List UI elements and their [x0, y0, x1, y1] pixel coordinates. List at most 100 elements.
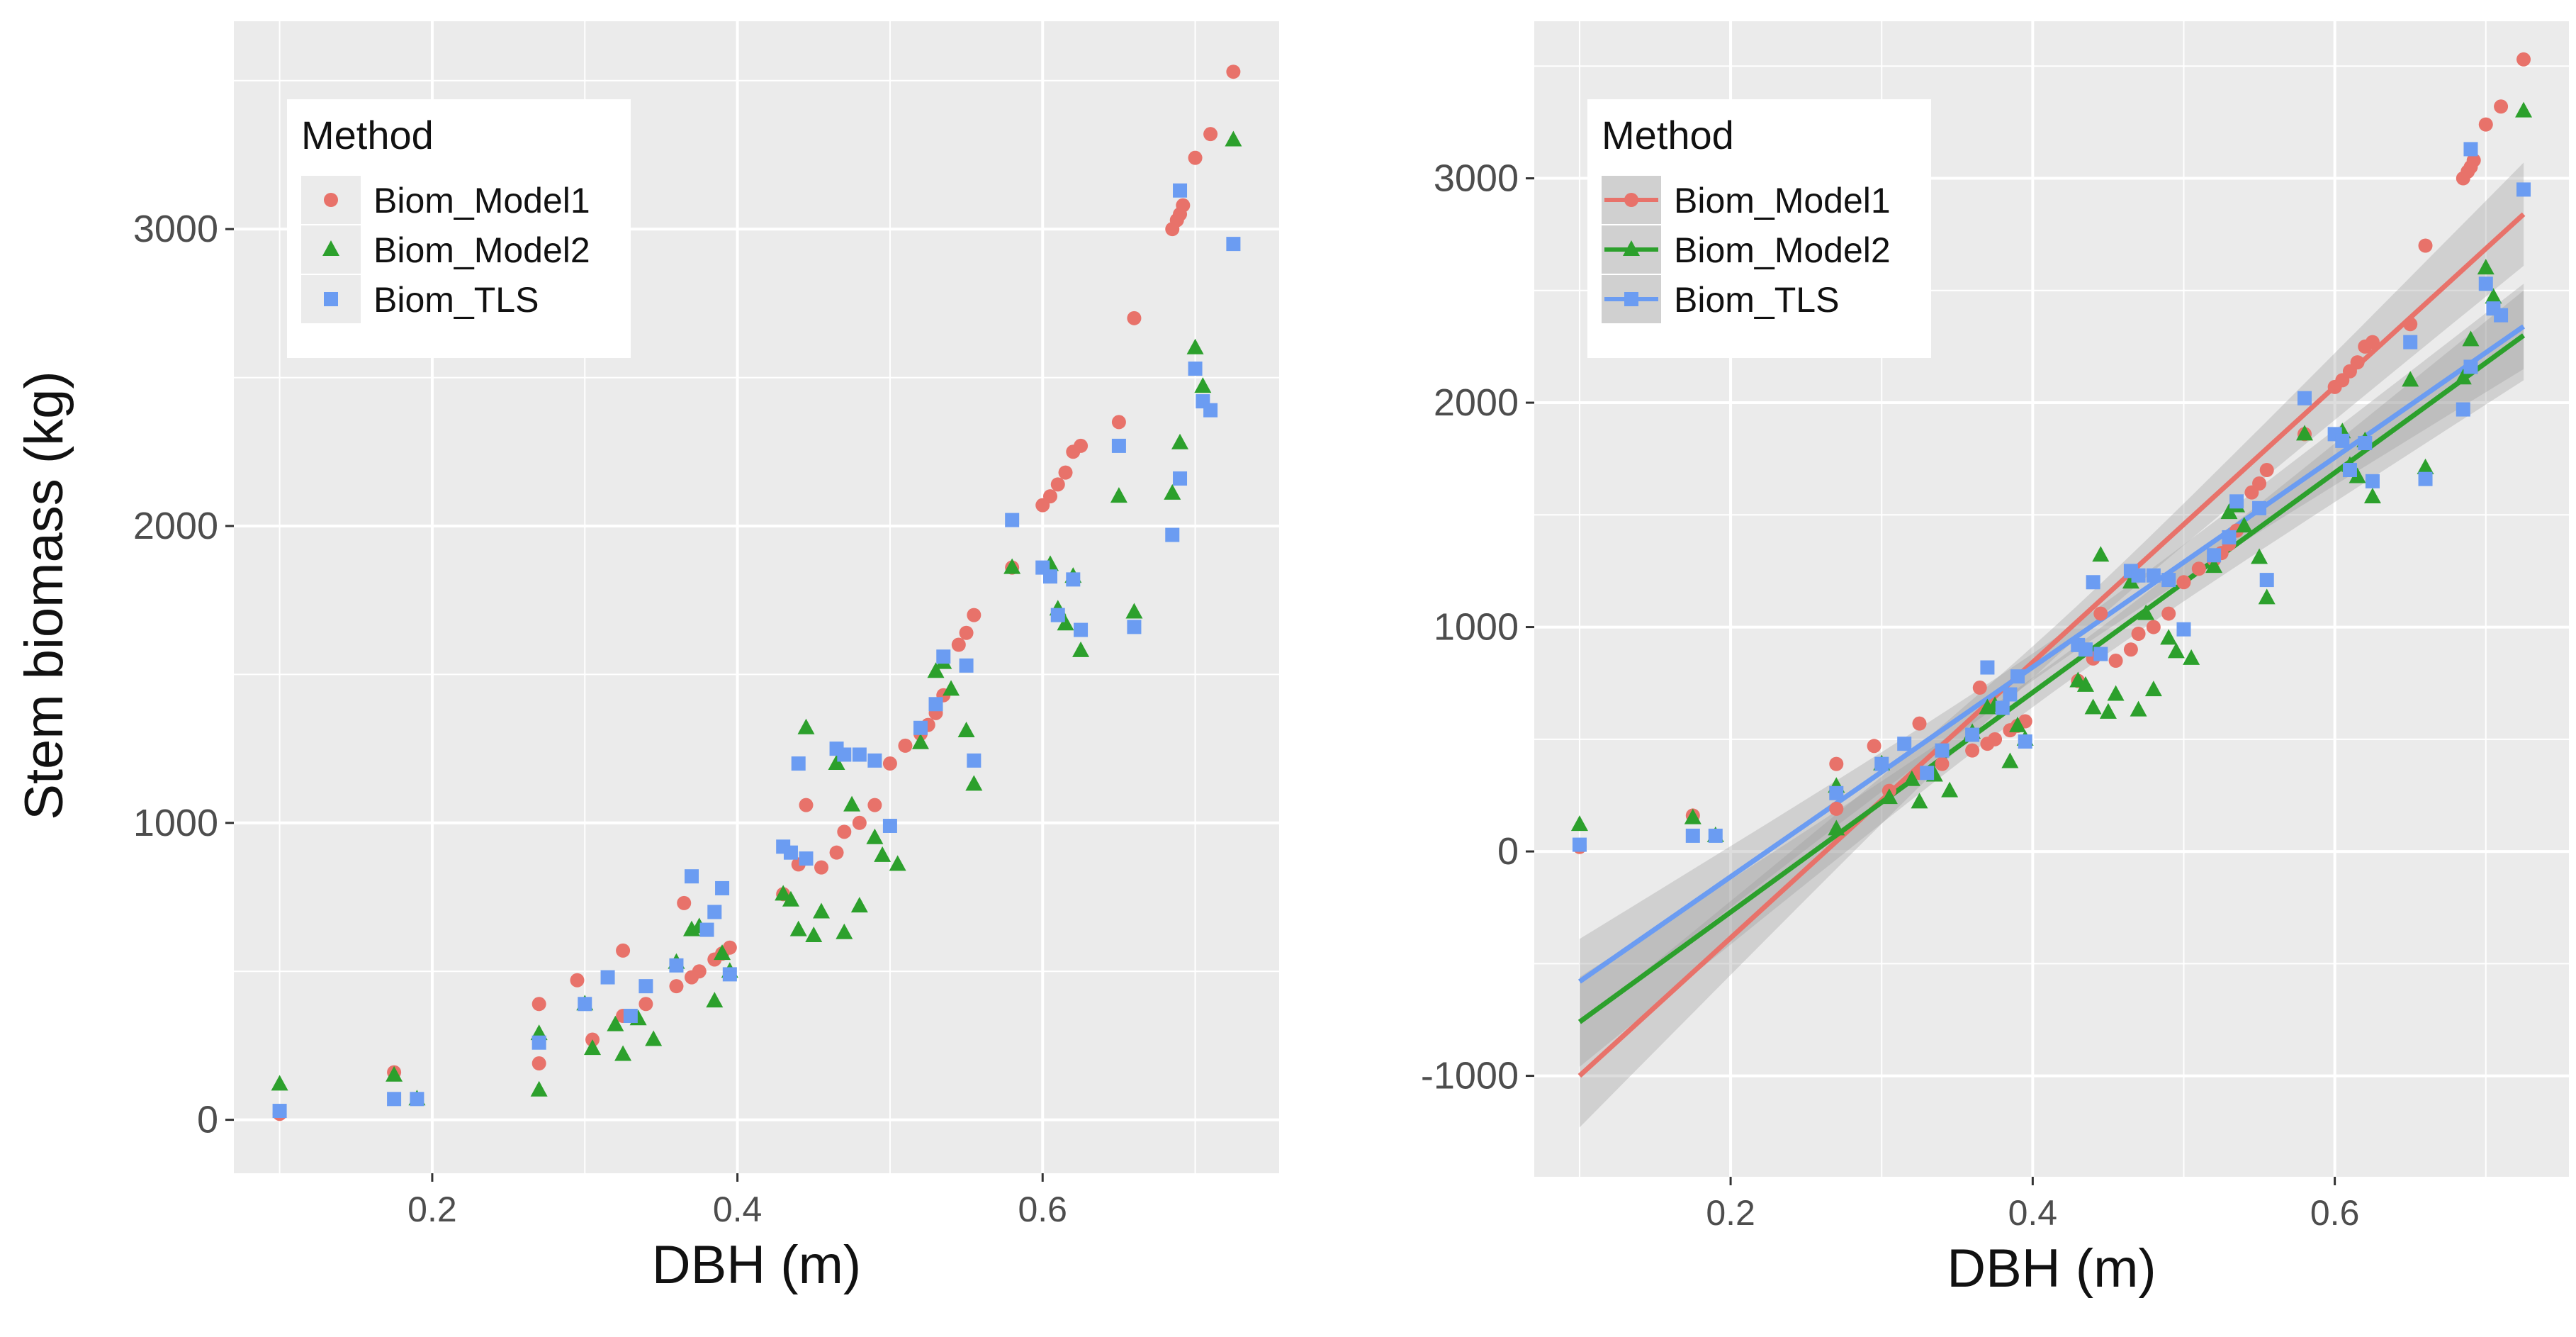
point-biom_tls — [2207, 548, 2222, 563]
point-biom_tls — [2093, 647, 2108, 661]
point-biom_model2 — [789, 920, 807, 936]
point-biom_model1 — [2252, 476, 2267, 491]
point-biom_model2 — [874, 846, 892, 862]
legend-title: Method — [301, 113, 434, 157]
point-biom_model2 — [889, 855, 906, 871]
point-biom_model2 — [813, 902, 831, 919]
point-biom_model2 — [1880, 788, 1898, 805]
point-biom_model1 — [669, 979, 684, 994]
point-biom_model2 — [2001, 752, 2019, 768]
point-biom_tls — [2161, 573, 2176, 588]
point-biom_tls — [699, 922, 714, 937]
point-biom_tls — [623, 1009, 638, 1024]
point-biom_model1 — [1058, 465, 1073, 480]
point-biom_tls — [2229, 494, 2244, 509]
point-biom_model2 — [1057, 615, 1074, 631]
x-tick-label: 0.6 — [1018, 1190, 1067, 1229]
legend-entry-label: Biom_Model2 — [373, 230, 590, 270]
point-biom_model2 — [2515, 101, 2533, 118]
point-biom_model1 — [837, 824, 852, 839]
point-biom_tls — [1043, 569, 1058, 584]
point-biom_tls — [1874, 756, 1889, 771]
point-biom_model2 — [2205, 557, 2223, 574]
point-biom_model2 — [957, 721, 975, 737]
point-biom_model1 — [814, 860, 829, 875]
point-biom_tls — [1050, 608, 1065, 622]
point-biom_tls — [1980, 660, 1995, 675]
point-biom_model1 — [677, 895, 692, 910]
point-biom_model1 — [1074, 438, 1089, 453]
point-biom_model1 — [799, 798, 814, 812]
point-biom_model2 — [1171, 433, 1189, 449]
point-biom_model1 — [2403, 317, 2418, 332]
point-biom_model1 — [2131, 627, 2146, 642]
point-biom_tls — [578, 997, 592, 1012]
x-tick-label: 0.4 — [713, 1190, 763, 1229]
point-biom_tls — [2010, 669, 2025, 684]
point-biom_tls — [1111, 438, 1126, 453]
point-biom_model2 — [782, 890, 799, 907]
point-biom_model2 — [1911, 793, 1928, 809]
point-biom_model1 — [2365, 335, 2380, 349]
point-biom_model2 — [2417, 458, 2434, 474]
point-biom_model1 — [951, 637, 966, 652]
point-biom_model1 — [2259, 463, 2274, 478]
point-biom_model2 — [1903, 770, 1920, 786]
point-biom_model1 — [1829, 801, 1844, 816]
point-biom_model1 — [2176, 575, 2191, 590]
legend-title: Method — [1602, 113, 1734, 157]
x-tick-label: 0.4 — [2008, 1193, 2058, 1233]
point-biom_model2 — [645, 1030, 663, 1046]
point-biom_model1 — [616, 943, 631, 958]
point-biom_model2 — [927, 662, 945, 678]
point-biom_model1 — [2466, 153, 2481, 168]
point-biom_model2 — [911, 733, 929, 749]
point-biom_model1 — [2418, 238, 2433, 253]
point-biom_tls — [2146, 568, 2161, 583]
point-biom_model2 — [2099, 703, 2117, 719]
point-biom_model1 — [2494, 99, 2509, 114]
point-biom_model2 — [2235, 517, 2253, 533]
point-biom_model2 — [607, 1015, 624, 1031]
point-biom_tls — [2131, 568, 2146, 583]
point-biom_tls — [2176, 622, 2191, 637]
point-biom_tls — [1572, 837, 1587, 852]
point-biom_tls — [2297, 391, 2312, 405]
right-regression-panel: 0.2 0.4 0.6 -1000 0 1000 2000 3000 DBH (m) Method… — [1421, 21, 2569, 1299]
point-biom_model1 — [1176, 198, 1191, 213]
legend-entry-label: Biom_Model2 — [1674, 230, 1891, 270]
point-biom_model2 — [2454, 369, 2472, 385]
point-biom_tls — [1203, 403, 1218, 418]
point-biom_model2 — [1003, 558, 1021, 574]
point-biom_model2 — [2160, 629, 2178, 645]
point-biom_tls — [2003, 687, 2018, 702]
point-biom_tls — [2463, 359, 2478, 374]
point-biom_model1 — [2108, 654, 2123, 668]
x-tick-label: 0.6 — [2310, 1193, 2360, 1233]
point-biom_model2 — [271, 1075, 288, 1091]
point-biom_tls — [2252, 500, 2267, 515]
point-biom_tls — [1226, 237, 1241, 252]
legend-key-marker — [322, 240, 339, 256]
y-axis-label: Stem biomass (kg) — [14, 371, 74, 820]
y-tick-label: 2000 — [133, 505, 218, 547]
point-biom_model2 — [584, 1039, 602, 1056]
point-biom_model1 — [882, 756, 897, 771]
point-biom_tls — [2463, 142, 2478, 157]
point-biom_tls — [2078, 642, 2093, 657]
legend-entry-label: Biom_Model1 — [373, 181, 590, 220]
point-biom_model2 — [614, 1045, 632, 1061]
point-biom_tls — [2478, 276, 2493, 291]
point-biom_tls — [1708, 828, 1723, 843]
point-biom_model2 — [2363, 487, 2381, 503]
point-biom_tls — [2516, 182, 2531, 197]
y-tick-label: 1000 — [133, 802, 218, 844]
legend-key-marker — [1624, 292, 1638, 306]
point-biom_tls — [531, 1035, 546, 1050]
point-biom_model2 — [2084, 698, 2102, 715]
point-biom_tls — [1995, 700, 2010, 715]
point-biom_tls — [1920, 766, 1935, 781]
point-biom_tls — [2403, 335, 2418, 349]
point-biom_model1 — [852, 815, 867, 830]
